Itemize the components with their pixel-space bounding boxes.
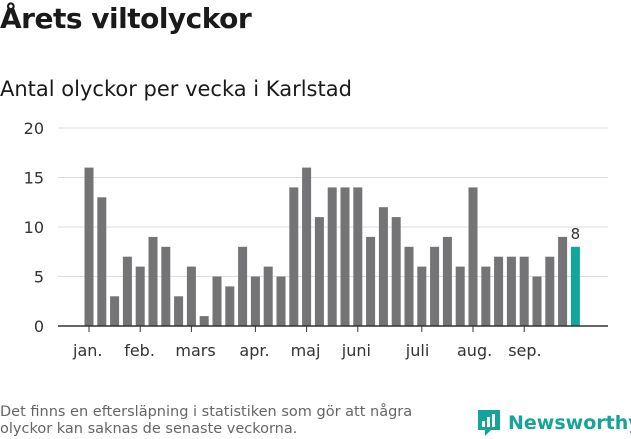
brand-name: Newsworthy — [508, 412, 631, 434]
bar — [289, 187, 299, 326]
bar — [353, 187, 363, 326]
x-tick-label: jan. — [72, 341, 102, 360]
bar — [327, 187, 337, 326]
bar — [225, 286, 235, 326]
bar — [122, 256, 132, 326]
bar — [442, 236, 452, 326]
x-tick-label: juli — [405, 341, 429, 360]
bar-chart: 0 5 10 15 20 8 jan. feb. mars apr. maj juni juli aug.… — [24, 119, 608, 360]
bar — [417, 266, 427, 326]
x-tick-label: maj — [291, 341, 321, 360]
bar — [250, 276, 260, 326]
bar — [378, 207, 388, 326]
bar — [97, 197, 107, 326]
bar — [199, 316, 209, 326]
x-tick-label: aug. — [457, 341, 492, 360]
y-tick-label: 5 — [34, 268, 44, 287]
bar — [161, 246, 171, 326]
x-tick-label: mars — [175, 341, 215, 360]
bar — [506, 256, 516, 326]
x-tick-label: sep. — [508, 341, 541, 360]
bar — [468, 187, 478, 326]
bar — [481, 266, 491, 326]
y-tick-label: 10 — [24, 218, 44, 237]
bar — [340, 187, 350, 326]
bar — [276, 276, 286, 326]
bar — [558, 236, 568, 326]
bar — [263, 266, 273, 326]
y-tick-label: 0 — [34, 317, 44, 336]
x-tick-label: feb. — [124, 341, 155, 360]
chart-subtitle: Antal olyckor per vecka i Karlstad — [0, 77, 352, 101]
footnote: Det finns en eftersläpning i statistiken… — [0, 404, 413, 437]
bar — [366, 236, 376, 326]
bar — [135, 266, 145, 326]
bar-highlight — [570, 246, 580, 326]
bar — [404, 246, 414, 326]
bar — [84, 167, 94, 326]
bar — [186, 266, 196, 326]
last-value-label: 8 — [571, 225, 581, 243]
x-tick-label: apr. — [239, 341, 269, 360]
newsworthy-icon — [478, 410, 500, 436]
bar — [314, 217, 324, 326]
bar — [430, 246, 440, 326]
bar — [110, 296, 120, 326]
bar — [212, 276, 222, 326]
bar — [519, 256, 529, 326]
y-tick-label: 15 — [24, 169, 44, 188]
chart-title: Årets viltolyckor — [0, 2, 252, 35]
bar — [545, 256, 555, 326]
bar — [148, 236, 158, 326]
bar — [302, 167, 312, 326]
bar — [238, 246, 248, 326]
x-tick-label: juni — [341, 341, 371, 360]
bar — [391, 217, 401, 326]
y-tick-label: 20 — [24, 119, 44, 138]
brand-logo: Newsworthy — [476, 408, 631, 438]
bar — [494, 256, 504, 326]
bar — [532, 276, 542, 326]
bar — [174, 296, 184, 326]
bar — [455, 266, 465, 326]
